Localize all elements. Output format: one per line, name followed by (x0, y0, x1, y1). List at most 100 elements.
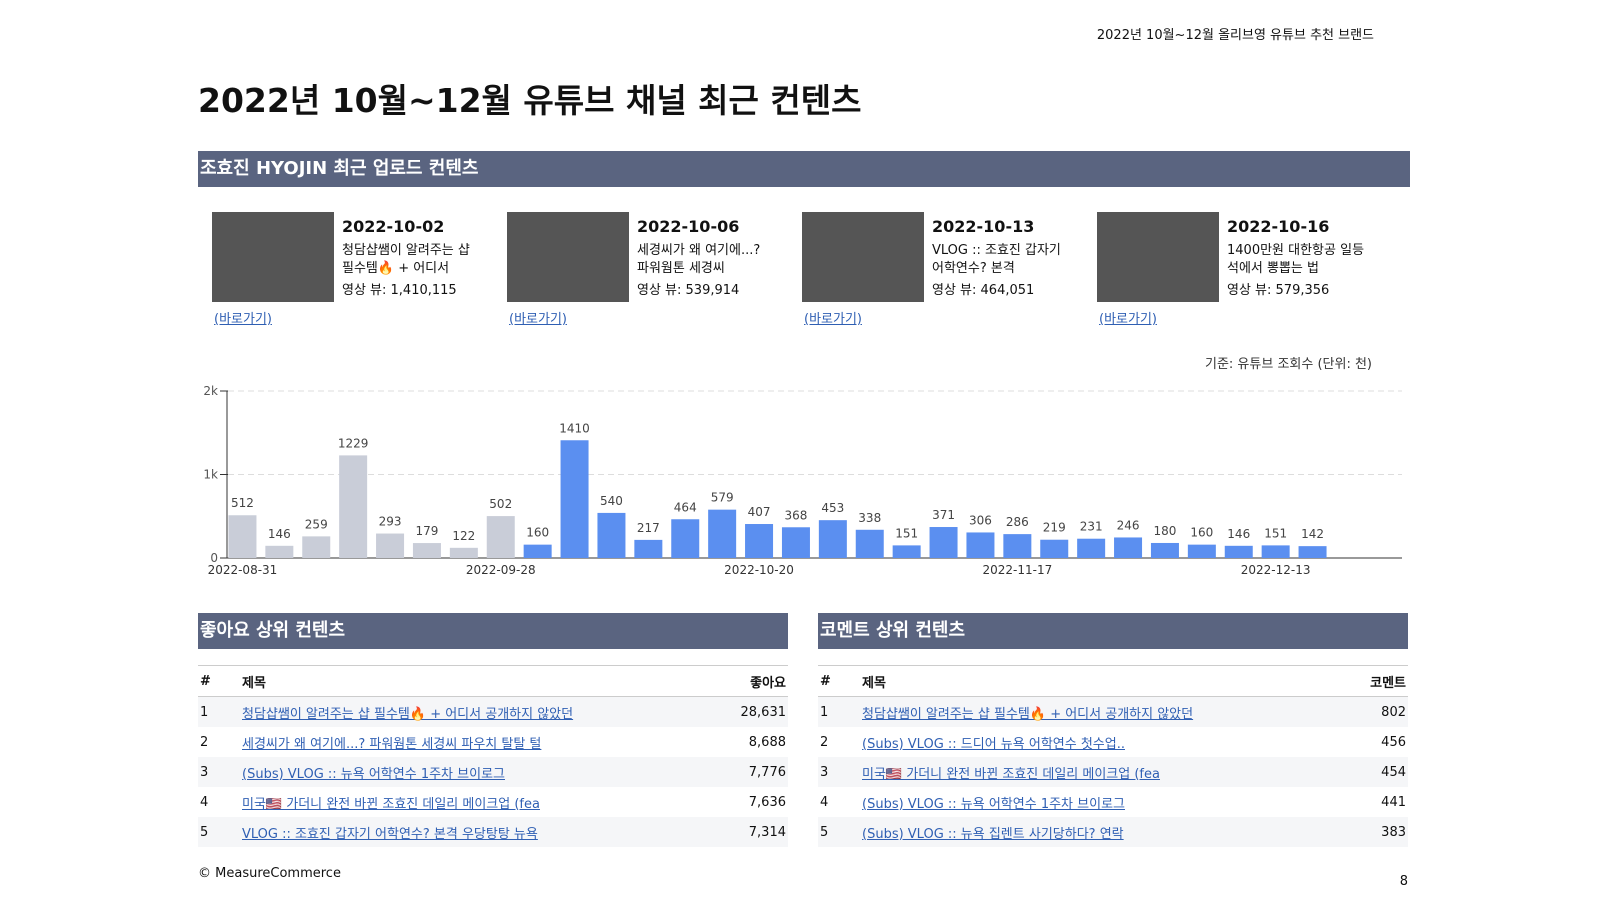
video-views: 영상 뷰: 539,914 (637, 283, 740, 298)
copyright: © MeasureCommerce (198, 866, 341, 881)
video-title: 세경씨가 왜 여기에...? (637, 243, 761, 258)
data-label: 464 (674, 500, 697, 514)
bar (597, 512, 626, 558)
content-link[interactable]: 청담샵쌤이 알려주는 샵 필수템🔥 + 어디서 공개하지 않았던 (860, 696, 1324, 727)
video-link[interactable]: (바로가기) (804, 312, 862, 327)
cell: 2 (200, 734, 209, 750)
table-row: 3 미국🇺🇸 가더니 완전 바뀐 조효진 데일리 메이크업 (fea 454 (818, 757, 1408, 787)
table-row: 5 (Subs) VLOG :: 뉴욕 집렌트 사기당하다? 연락 383 (818, 817, 1408, 847)
data-label: 1410 (559, 421, 590, 435)
thumbnail (212, 212, 334, 302)
data-label: 338 (858, 511, 881, 525)
bar (449, 547, 478, 558)
content-link[interactable]: (Subs) VLOG :: 뉴욕 어학연수 1주차 브이로그 (240, 757, 704, 787)
section-header: 조효진 HYOJIN 최근 업로드 컨텐츠 (198, 151, 1410, 187)
video-title: 어학연수? 본격 (932, 261, 1015, 276)
bar (1187, 544, 1216, 558)
content-link[interactable]: (Subs) VLOG :: 뉴욕 집렌트 사기당하다? 연락 (860, 817, 1324, 847)
cell: 7,776 (704, 757, 788, 787)
x-tick-label: 2022-08-31 (208, 563, 278, 577)
cell: 441 (1381, 794, 1406, 810)
page-number: 8 (1399, 874, 1408, 889)
bar (1040, 539, 1069, 558)
top-right-title: 2022년 10월~12월 올리브영 유튜브 추천 브랜드 (1096, 28, 1374, 43)
table-row: 3 (Subs) VLOG :: 뉴욕 어학연수 1주차 브이로그 7,776 (198, 757, 788, 787)
data-label: 293 (379, 515, 402, 529)
data-label: 179 (415, 524, 438, 538)
data-label: 217 (637, 521, 660, 535)
video-link[interactable]: (바로가기) (214, 312, 272, 327)
content-link[interactable]: 세경씨가 왜 여기에...? 파워웜톤 세경씨 파우치 탈탈 털 (242, 736, 542, 752)
video-date: 2022-10-02 (342, 217, 445, 236)
y-tick-label: 2k (203, 384, 218, 398)
cell: 456 (1381, 734, 1406, 750)
bar (966, 532, 995, 558)
cell: 383 (1324, 817, 1408, 847)
video-card: 2022-10-02 청담샵쌤이 알려주는 샵 필수템🔥 + 어디서 영상 뷰: 1,… (212, 212, 502, 332)
content-link[interactable]: (Subs) VLOG :: 뉴욕 어학연수 1주차 브이로그 (862, 796, 1125, 812)
slide-title: 2022년 10월~12월 유튜브 채널 최근 컨텐츠 (198, 81, 862, 120)
content-link[interactable]: 미국🇺🇸 가더니 완전 바뀐 조효진 데일리 메이크업 (fea (242, 796, 540, 812)
table-row: 4 미국🇺🇸 가더니 완전 바뀐 조효진 데일리 메이크업 (fea 7,636 (198, 787, 788, 817)
bar (818, 520, 847, 558)
bar (1224, 545, 1253, 558)
table-header: 코멘트 상위 컨텐츠 (818, 613, 1408, 649)
content-link[interactable]: 청담샵쌤이 알려주는 샵 필수템🔥 + 어디서 공개하지 않았던 (240, 696, 704, 727)
cell: 3 (198, 757, 240, 787)
data-label: 407 (748, 505, 771, 519)
data-label: 151 (895, 526, 918, 540)
content-link[interactable]: 미국🇺🇸 가더니 완전 바뀐 조효진 데일리 메이크업 (fea (860, 757, 1324, 787)
video-date: 2022-10-13 (932, 217, 1035, 236)
bar (412, 543, 441, 558)
chart-note: 기준: 유튜브 조회수 (단위: 천) (1205, 357, 1372, 372)
column-header: # (818, 665, 860, 697)
bar (1003, 534, 1032, 558)
video-card: 2022-10-16 1400만원 대한항공 일등 석에서 뽕뽑는 법 영상 뷰: 5… (1097, 212, 1387, 332)
table-row: 4 (Subs) VLOG :: 뉴욕 어학연수 1주차 브이로그 441 (818, 787, 1408, 817)
video-title: 파워웜톤 세경씨 (637, 261, 725, 276)
data-label: 142 (1301, 527, 1324, 541)
column-header: 좋아요 (704, 665, 788, 697)
bar (745, 524, 774, 558)
bar (1150, 542, 1179, 558)
column-header: # (198, 665, 240, 697)
bar (634, 539, 663, 558)
content-link[interactable]: (Subs) VLOG :: 드디어 뉴욕 어학연수 첫수업.. (862, 736, 1125, 752)
column-header: 제목 (860, 665, 1324, 697)
content-link[interactable]: VLOG :: 조효진 갑자기 어학연수? 본격 우당탕탕 뉴욕 (240, 817, 704, 847)
cell: 28,631 (704, 696, 788, 727)
data-label: 146 (268, 527, 291, 541)
video-card: 2022-10-06 세경씨가 왜 여기에...? 파워웜톤 세경씨 영상 뷰: 53… (507, 212, 797, 332)
cell: 1 (818, 696, 860, 727)
data-label: 306 (969, 513, 992, 527)
table-row: 1 청담샵쌤이 알려주는 샵 필수템🔥 + 어디서 공개하지 않았던 28,631 (198, 696, 788, 727)
bar (523, 544, 552, 558)
x-tick-label: 2022-11-17 (982, 563, 1052, 577)
table-row: 5 VLOG :: 조효진 갑자기 어학연수? 본격 우당탕탕 뉴욕 7,314 (198, 817, 788, 847)
header-row: # 제목 좋아요 (198, 665, 788, 697)
data-label: 286 (1006, 515, 1029, 529)
video-link[interactable]: (바로가기) (1099, 312, 1157, 327)
data-label: 368 (784, 508, 807, 522)
data-label: 160 (526, 526, 549, 540)
data-label: 146 (1227, 527, 1250, 541)
bar (1298, 546, 1327, 558)
data-label: 180 (1153, 524, 1176, 538)
video-views: 영상 뷰: 1,410,115 (342, 283, 457, 298)
y-tick-label: 1k (203, 468, 218, 482)
table-header: 좋아요 상위 컨텐츠 (198, 613, 788, 649)
video-views: 영상 뷰: 579,356 (1227, 283, 1330, 298)
video-title: VLOG :: 조효진 갑자기 (932, 243, 1061, 258)
video-link[interactable]: (바로가기) (509, 312, 567, 327)
cell: 7,636 (748, 794, 786, 810)
bar (228, 515, 257, 558)
video-views: 영상 뷰: 464,051 (932, 283, 1035, 298)
column-header: 코멘트 (1324, 665, 1408, 697)
data-label: 1229 (338, 436, 369, 450)
bar (1261, 545, 1290, 558)
bar (302, 536, 331, 558)
bar (892, 545, 921, 558)
bar (376, 533, 405, 558)
